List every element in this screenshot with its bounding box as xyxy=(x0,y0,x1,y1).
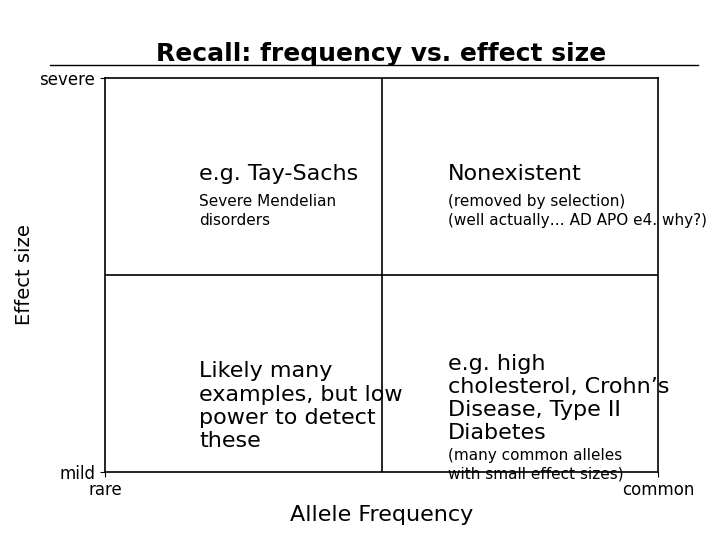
Text: (removed by selection)
(well actually… AD APO e4. why?): (removed by selection) (well actually… A… xyxy=(448,194,707,227)
Y-axis label: Effect size: Effect size xyxy=(15,224,34,325)
Text: Likely many
examples, but low
power to detect
these: Likely many examples, but low power to d… xyxy=(199,361,402,451)
Title: Recall: frequency vs. effect size: Recall: frequency vs. effect size xyxy=(156,42,607,66)
X-axis label: Allele Frequency: Allele Frequency xyxy=(290,505,473,525)
Text: e.g. high
cholesterol, Crohn’s
Disease, Type II
Diabetes: e.g. high cholesterol, Crohn’s Disease, … xyxy=(448,354,670,443)
Text: Nonexistent: Nonexistent xyxy=(448,164,582,184)
Text: (many common alleles
with small effect sizes): (many common alleles with small effect s… xyxy=(448,448,624,482)
Text: e.g. Tay-Sachs: e.g. Tay-Sachs xyxy=(199,164,359,184)
Text: Severe Mendelian
disorders: Severe Mendelian disorders xyxy=(199,194,336,227)
